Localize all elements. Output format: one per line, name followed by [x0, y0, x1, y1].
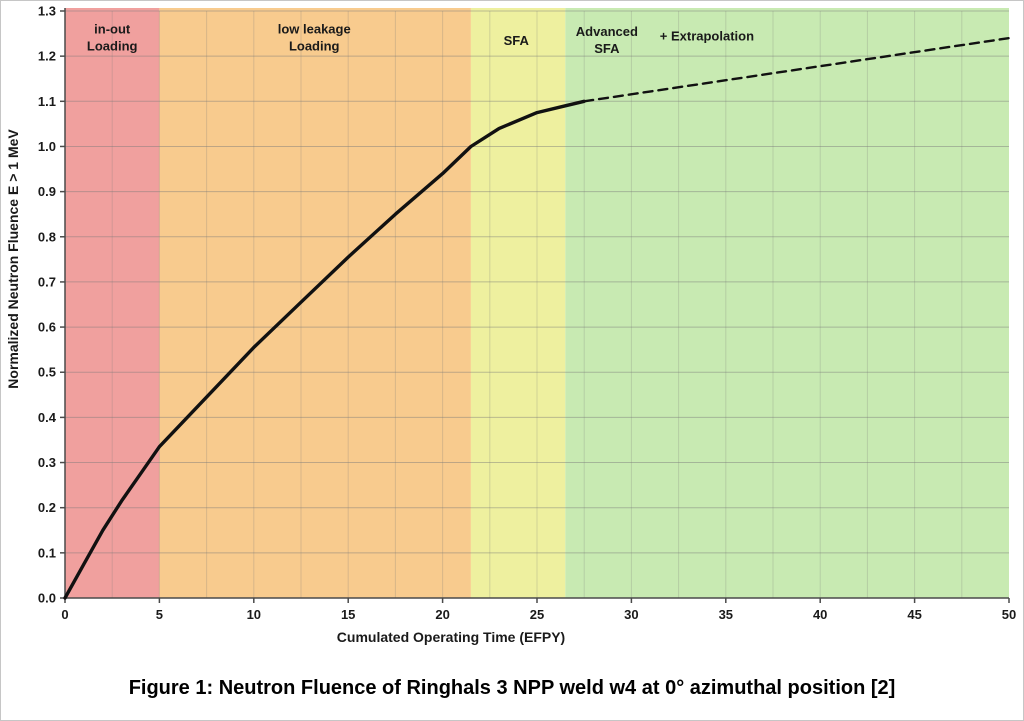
svg-text:0.7: 0.7 — [38, 274, 56, 289]
svg-text:1.3: 1.3 — [38, 4, 56, 19]
svg-text:0.6: 0.6 — [38, 320, 56, 335]
svg-text:25: 25 — [530, 607, 544, 622]
svg-text:1.0: 1.0 — [38, 139, 56, 154]
svg-text:20: 20 — [435, 607, 449, 622]
svg-text:10: 10 — [247, 607, 261, 622]
svg-text:1.2: 1.2 — [38, 49, 56, 64]
svg-text:0.0: 0.0 — [38, 591, 56, 606]
svg-text:5: 5 — [156, 607, 163, 622]
svg-text:SFA: SFA — [504, 33, 530, 48]
svg-text:45: 45 — [907, 607, 921, 622]
data-series — [63, 36, 1011, 600]
svg-text:0.3: 0.3 — [38, 455, 56, 470]
svg-text:50: 50 — [1002, 607, 1016, 622]
svg-text:30: 30 — [624, 607, 638, 622]
svg-text:Advanced: Advanced — [576, 24, 638, 39]
svg-text:40: 40 — [813, 607, 827, 622]
svg-text:Loading: Loading — [87, 39, 138, 54]
svg-text:SFA: SFA — [594, 41, 620, 56]
svg-text:1.1: 1.1 — [38, 94, 56, 109]
axes: 0 5 10 15 20 25 30 35 40 45 50 0.0 0.1 0.2 0.3 0.4 0.5 0.… — [38, 4, 1016, 623]
svg-text:+ Extrapolation: + Extrapolation — [660, 28, 754, 43]
chart-canvas: 0 5 10 15 20 25 30 35 40 45 50 0.0 0.1 0.2 0.3 0.4 0.5 0.… — [5, 4, 1016, 646]
svg-text:0.9: 0.9 — [38, 184, 56, 199]
svg-text:Loading: Loading — [289, 39, 340, 54]
region-bands — [65, 8, 1009, 598]
svg-text:0.8: 0.8 — [38, 229, 56, 244]
svg-text:low leakage: low leakage — [278, 22, 351, 37]
region-labels: in-out Loading low leakage Loading SFA Advanc… — [87, 22, 754, 56]
x-axis-title: Cumulated Operating Time (EFPY) — [337, 629, 565, 645]
svg-text:0.2: 0.2 — [38, 500, 56, 515]
svg-text:0: 0 — [61, 607, 68, 622]
svg-text:0.1: 0.1 — [38, 545, 56, 560]
svg-text:in-out: in-out — [94, 22, 131, 37]
svg-text:0.4: 0.4 — [38, 410, 57, 425]
figure-caption: Figure 1: Neutron Fluence of Ringhals 3 … — [128, 677, 896, 699]
svg-text:15: 15 — [341, 607, 355, 622]
svg-text:0.5: 0.5 — [38, 365, 56, 380]
gridlines — [65, 10, 1009, 598]
y-axis-title: Normalized Neutron Fluence E > 1 MeV — [5, 129, 21, 389]
svg-text:35: 35 — [719, 607, 733, 622]
